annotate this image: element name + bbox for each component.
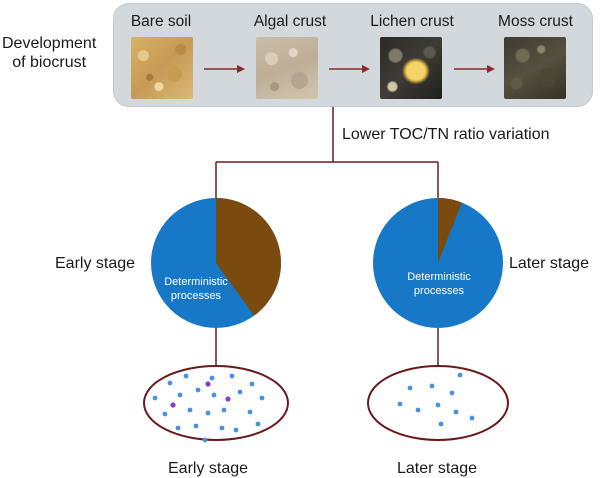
community-dot xyxy=(429,383,435,389)
community-dot xyxy=(233,427,239,433)
community-dot xyxy=(187,407,193,413)
community-dot xyxy=(247,409,253,415)
later-community-dots xyxy=(397,372,475,427)
community-dot-purple xyxy=(205,381,211,387)
community-dot xyxy=(237,389,243,395)
later-pie-label: Deterministic processes xyxy=(393,270,485,298)
stage-title-moss-crust: Moss crust xyxy=(498,13,573,30)
community-dot xyxy=(177,392,183,398)
early-community-dots xyxy=(152,373,265,443)
community-dot xyxy=(219,425,225,431)
community-dot xyxy=(453,409,459,415)
ratio-variation-label: Lower TOC/TN ratio variation xyxy=(342,126,550,143)
community-dot-purple xyxy=(225,396,231,402)
community-dot xyxy=(255,421,261,427)
community-dot xyxy=(152,395,158,401)
community-dot xyxy=(407,385,413,391)
stage-title-bare-soil: Bare soil xyxy=(130,13,192,30)
community-dot xyxy=(209,375,215,381)
community-dot xyxy=(259,395,265,401)
lichen-crust-photo xyxy=(380,37,442,99)
moss-crust-photo xyxy=(504,37,566,99)
later-stage-bottom-label: Later stage xyxy=(397,460,478,477)
later-stage-pie xyxy=(373,198,503,328)
community-dot xyxy=(449,390,455,396)
early-stage-side-label: Early stage xyxy=(55,255,136,272)
early-pie-other-slice xyxy=(216,198,281,316)
early-pie-label-line2: processes xyxy=(170,290,222,302)
community-dot xyxy=(193,423,199,429)
later-pie-label-line1: Deterministic xyxy=(407,271,471,283)
community-dot xyxy=(202,437,208,443)
early-community-ellipse xyxy=(143,365,289,441)
community-dot xyxy=(211,392,217,398)
development-label: Development of biocrust xyxy=(2,34,96,72)
stage-title-algal-crust: Algal crust xyxy=(253,13,327,30)
stage-title-lichen-crust: Lichen crust xyxy=(370,13,454,30)
community-dot xyxy=(229,373,235,379)
bare-soil-photo xyxy=(131,37,193,99)
early-pie-label: Deterministic processes xyxy=(150,275,242,303)
algal-crust-photo xyxy=(256,37,318,99)
community-dot xyxy=(469,415,475,421)
later-pie-label-line2: processes xyxy=(413,285,465,297)
later-pie-other-slice xyxy=(438,198,462,263)
community-dot xyxy=(249,381,255,387)
community-dot xyxy=(415,407,421,413)
community-dot xyxy=(435,402,441,408)
community-dot xyxy=(183,373,189,379)
early-pie-label-line1: Deterministic xyxy=(164,276,228,288)
early-stage-pie xyxy=(151,198,281,328)
community-dot xyxy=(167,380,173,386)
community-dot xyxy=(438,421,444,427)
community-dot xyxy=(205,410,211,416)
branch-connector xyxy=(215,107,439,366)
later-stage-side-label: Later stage xyxy=(509,255,590,272)
development-label-line1: Development xyxy=(2,35,97,52)
development-label-line2: of biocrust xyxy=(12,54,87,71)
community-dot xyxy=(397,401,403,407)
community-dot xyxy=(162,411,168,417)
community-dot xyxy=(221,407,227,413)
community-dot-purple xyxy=(170,402,176,408)
community-dot xyxy=(175,425,181,431)
early-stage-bottom-label: Early stage xyxy=(168,460,249,477)
community-dot xyxy=(195,387,201,393)
community-dot xyxy=(457,372,463,378)
